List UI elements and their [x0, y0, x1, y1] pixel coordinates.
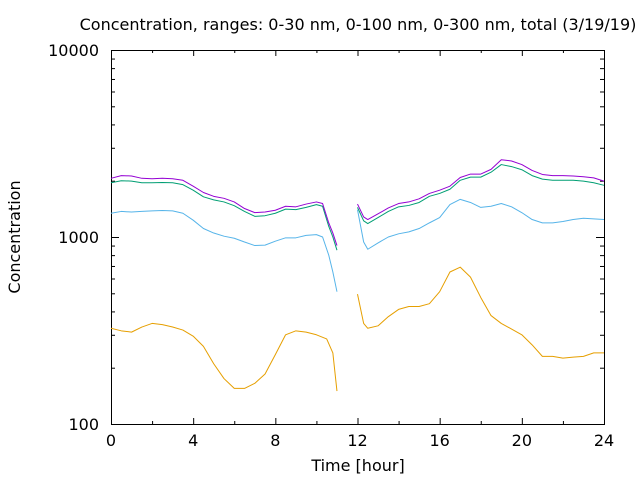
y-tick-label: 100: [68, 415, 99, 434]
x-tick-label: 4: [188, 431, 198, 450]
series-2-line-segment-1: [110, 210, 338, 292]
series-1-line-segment-1: [110, 322, 338, 392]
chart-title: Concentration, ranges: 0-30 nm, 0-100 nm…: [80, 15, 637, 34]
x-tick-label: 8: [270, 431, 280, 450]
x-tick-label: 24: [594, 431, 614, 450]
series-4-line-segment-1: [110, 175, 338, 246]
x-tick-label: 12: [347, 431, 367, 450]
y-tick-label: 10000: [48, 41, 99, 60]
y-axis-label: Concentration: [5, 180, 24, 293]
series-layer: [110, 159, 605, 392]
x-tick-label: 20: [512, 431, 532, 450]
y-tick-label: 1000: [58, 228, 99, 247]
x-axis: 0 4 8 12 16 20 24: [106, 50, 614, 450]
x-tick-label: 0: [106, 431, 116, 450]
x-tick-label: 16: [429, 431, 449, 450]
series-4-line-segment-2: [357, 159, 605, 221]
series-3-line-segment-2: [357, 164, 605, 225]
series-1-line-segment-2: [357, 266, 604, 359]
plot-frame: [111, 50, 605, 425]
y-axis: 100 1000 10000: [48, 41, 604, 434]
series-3-line-segment-1: [110, 180, 338, 251]
x-axis-label: Time [hour]: [310, 456, 404, 475]
series-2-line-segment-2: [357, 198, 605, 250]
